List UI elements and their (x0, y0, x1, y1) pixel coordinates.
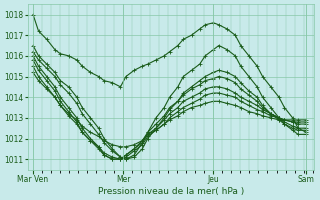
X-axis label: Pression niveau de la mer( hPa ): Pression niveau de la mer( hPa ) (98, 187, 244, 196)
